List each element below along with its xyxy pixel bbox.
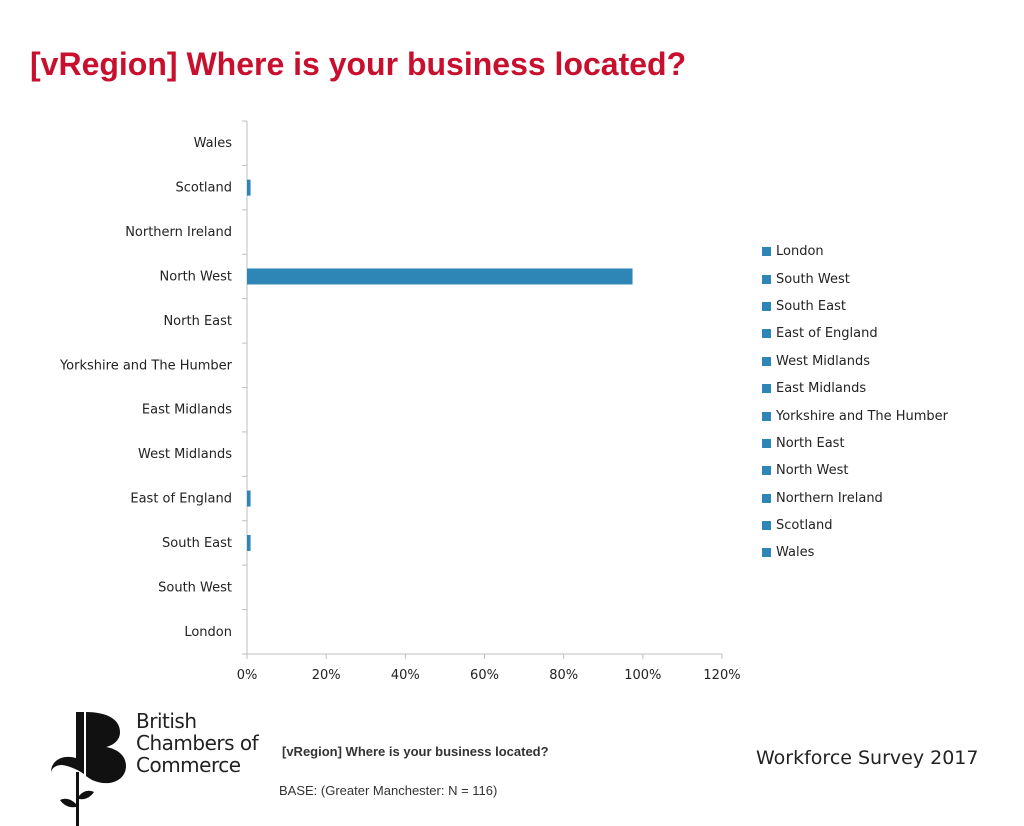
category-label: East Midlands: [142, 403, 232, 418]
x-tick-label: 40%: [391, 668, 420, 683]
category-label: North East: [163, 314, 232, 329]
x-tick-label: 20%: [312, 668, 341, 683]
category-label: North West: [160, 269, 232, 284]
legend-item: Northern Ireland: [762, 485, 948, 512]
logo-line: British: [136, 709, 197, 733]
bar: [247, 268, 633, 285]
category-label: East of England: [130, 492, 232, 507]
x-tick-label: 100%: [624, 668, 661, 683]
legend-item: South East: [762, 293, 948, 320]
bar: [247, 179, 251, 196]
survey-name: Workforce Survey 2017: [756, 747, 979, 769]
legend-item: West Midlands: [762, 348, 948, 375]
legend-swatch: [762, 384, 771, 394]
legend-swatch: [762, 521, 771, 531]
legend-item: London: [762, 238, 948, 265]
footer-question: [vRegion] Where is your business located…: [282, 744, 549, 759]
category-label: South West: [158, 580, 232, 595]
x-tick-label: 60%: [470, 668, 499, 683]
legend-swatch: [762, 356, 771, 366]
legend-label: East of England: [776, 326, 878, 342]
bar: [247, 534, 251, 551]
legend-item: Scotland: [762, 512, 948, 539]
legend-swatch: [762, 301, 771, 311]
legend-item: South West: [762, 265, 948, 292]
legend-item: Yorkshire and The Humber: [762, 402, 948, 429]
logo-wordmark: British Chambers of Commerce: [136, 709, 259, 777]
legend-label: London: [776, 244, 824, 260]
legend-label: North West: [776, 463, 849, 479]
legend-swatch: [762, 247, 771, 257]
legend-swatch: [762, 466, 771, 476]
legend-label: Wales: [776, 545, 815, 561]
category-label: South East: [162, 536, 232, 551]
legend-label: Northern Ireland: [776, 490, 883, 506]
legend-label: Yorkshire and The Humber: [776, 408, 949, 424]
legend-item: North East: [762, 430, 948, 457]
category-label: Scotland: [175, 181, 232, 196]
legend-label: South East: [776, 298, 846, 314]
legend-label: East Midlands: [776, 381, 867, 397]
legend-label: West Midlands: [776, 353, 871, 369]
legend-swatch: [762, 493, 771, 503]
bcc-logo-icon: [51, 712, 126, 826]
footer-base: BASE: (Greater Manchester: N = 116): [279, 783, 498, 798]
legend-swatch: [762, 274, 771, 284]
x-tick-label: 120%: [703, 668, 740, 683]
legend-label: South West: [776, 271, 850, 287]
legend-item: North West: [762, 457, 948, 484]
legend-item: Wales: [762, 539, 948, 566]
x-tick-label: 80%: [549, 668, 578, 683]
category-label: West Midlands: [138, 447, 232, 462]
legend-label: North East: [776, 435, 845, 451]
legend-label: Scotland: [776, 518, 833, 534]
chart-legend: London South West South East East of Englan…: [762, 238, 948, 567]
page-title: [vRegion] Where is your business located…: [30, 46, 687, 82]
legend-swatch: [762, 411, 771, 421]
bar-chart: 0% 20% 40% 60% 80% 100% 120% London South West So…: [59, 120, 741, 683]
legend-swatch: [762, 329, 771, 339]
category-label: Northern Ireland: [125, 225, 232, 240]
category-label: London: [184, 625, 232, 640]
legend-item: East Midlands: [762, 375, 948, 402]
category-label: Wales: [194, 136, 233, 151]
x-tick-label: 0%: [237, 668, 258, 683]
logo-line: Chambers of: [136, 731, 259, 755]
legend-item: East of England: [762, 320, 948, 347]
legend-swatch: [762, 438, 771, 448]
legend-swatch: [762, 548, 771, 558]
bar: [247, 490, 251, 507]
logo-line: Commerce: [136, 753, 241, 777]
category-label: Yorkshire and The Humber: [59, 358, 233, 373]
